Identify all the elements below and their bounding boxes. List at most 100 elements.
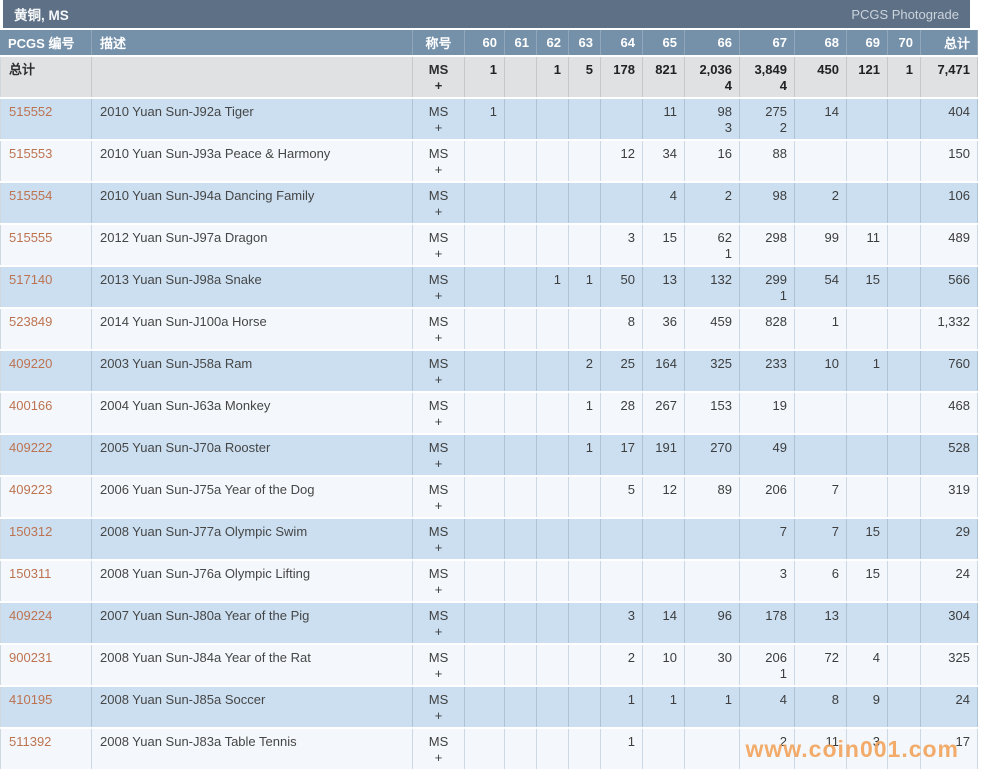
grade-count-cell [505, 729, 537, 769]
grade-count-cell [569, 477, 601, 517]
pcgs-number-link[interactable]: 409223 [9, 482, 53, 497]
pcgs-number-link[interactable]: 150312 [9, 524, 53, 539]
grade-count-cell [888, 183, 921, 223]
table-row: 517140 2013 Yuan Sun-J98a Snake MS +1 1 50 13 1… [0, 267, 978, 307]
grade-count-cell [888, 645, 921, 685]
grade-count-cell [847, 99, 888, 139]
grade-count-cell: 72 [795, 645, 847, 685]
grade-count-cell [643, 519, 685, 559]
grade-count-cell [465, 519, 505, 559]
grade-count-cell: 3 [601, 225, 643, 265]
grade-count-cell [537, 561, 569, 601]
designation-cell: MS + [413, 351, 465, 391]
grade-count-cell [569, 645, 601, 685]
coin-description: 2004 Yuan Sun-J63a Monkey [92, 393, 413, 433]
grade-count-cell [505, 435, 537, 475]
table-row: 511392 2008 Yuan Sun-J83a Table Tennis MS +… [0, 729, 978, 769]
pcgs-number-link[interactable]: 511392 [9, 734, 52, 749]
pcgs-number-link[interactable]: 515552 [9, 104, 53, 119]
pcgs-number-link[interactable]: 409224 [9, 608, 53, 623]
pcgs-number-link[interactable]: 410195 [9, 692, 53, 707]
photograde-link[interactable]: PCGS Photograde [851, 6, 959, 22]
grade-count-cell: 13 [643, 267, 685, 307]
grade-count-cell [465, 729, 505, 769]
grade-count-cell: 1 [537, 267, 569, 307]
grade-count-cell: 88 [740, 141, 795, 181]
grade-count-cell: 7 [740, 519, 795, 559]
table-row: 409220 2003 Yuan Sun-J58a Ram MS + 2 25 164 325… [0, 351, 978, 391]
grade-count-cell [685, 519, 740, 559]
grade-count-cell [888, 477, 921, 517]
pcgs-number-cell: 409222 [0, 435, 92, 475]
pcgs-number-link[interactable]: 515554 [9, 188, 53, 203]
grade-count-cell [569, 183, 601, 223]
coin-description: 2010 Yuan Sun-J94a Dancing Family [92, 183, 413, 223]
grade-count-cell [569, 519, 601, 559]
grade-count-cell: 1 [643, 687, 685, 727]
grade-count-cell: 1 [465, 99, 505, 139]
grade-count-cell [569, 561, 601, 601]
coin-description: 2008 Yuan Sun-J76a Olympic Lifting [92, 561, 413, 601]
grade-count-cell: 13 [795, 603, 847, 643]
grade-count-cell [505, 99, 537, 139]
grade-count-cell: 1 [685, 687, 740, 727]
grade-count-cell [537, 225, 569, 265]
pcgs-number-cell: 900231 [0, 645, 92, 685]
pcgs-number-link[interactable]: 515555 [9, 230, 53, 245]
column-header-row: PCGS 编号 描述 称号 60 61 62 63 64 65 66 67 68 69 70 总计 [0, 30, 978, 55]
designation-cell: MS + [413, 57, 465, 97]
grade-count-cell [888, 99, 921, 139]
grade-count-cell: 4 [740, 687, 795, 727]
row-total-cell: 528 [921, 435, 978, 475]
grade-count-cell [537, 729, 569, 769]
grade-count-cell: 1 [465, 57, 505, 97]
grade-count-cell [643, 729, 685, 769]
pcgs-number-cell: 150311 [0, 561, 92, 601]
grade-count-cell [847, 183, 888, 223]
grade-count-cell [601, 561, 643, 601]
grade-count-cell [643, 561, 685, 601]
grade-count-cell: 36 [643, 309, 685, 349]
grade-count-cell: 5 [601, 477, 643, 517]
grade-count-cell: 3 [847, 729, 888, 769]
grade-count-cell: 178 [601, 57, 643, 97]
table-body: 总计 MS +1 1 5 178 821 2,036 4 3,849 4 450 121 1 7,471 51… [0, 57, 978, 769]
grade-count-cell: 1 [795, 309, 847, 349]
pcgs-number-link[interactable]: 517140 [9, 272, 53, 287]
pcgs-number-link[interactable]: 900231 [9, 650, 53, 665]
total-label: 总计 [0, 57, 92, 97]
grade-count-cell: 98 3 [685, 99, 740, 139]
row-total-cell: 1,332 [921, 309, 978, 349]
column-header-64: 64 [601, 30, 643, 55]
grade-count-cell: 450 [795, 57, 847, 97]
pcgs-number-link[interactable]: 409220 [9, 356, 53, 371]
grade-count-cell: 1 [569, 267, 601, 307]
grade-count-cell: 1 [847, 351, 888, 391]
pcgs-number-link[interactable]: 400166 [9, 398, 53, 413]
coin-description: 2010 Yuan Sun-J92a Tiger [92, 99, 413, 139]
pcgs-number-cell: 515553 [0, 141, 92, 181]
grade-count-cell [465, 645, 505, 685]
grade-count-cell: 11 [795, 729, 847, 769]
grade-count-cell [569, 729, 601, 769]
pcgs-number-link[interactable]: 523849 [9, 314, 53, 329]
grade-count-cell: 8 [795, 687, 847, 727]
pcgs-number-link[interactable]: 515553 [9, 146, 53, 161]
column-header-designation: 称号 [413, 30, 465, 55]
grade-count-cell [465, 141, 505, 181]
pcgs-number-link[interactable]: 409222 [9, 440, 53, 455]
grade-count-cell: 2 [601, 645, 643, 685]
table-row: 150311 2008 Yuan Sun-J76a Olympic Lifting… [0, 561, 978, 601]
column-header-69: 69 [847, 30, 888, 55]
grade-count-cell: 1 [569, 435, 601, 475]
designation-cell: MS + [413, 729, 465, 769]
grade-count-cell [505, 141, 537, 181]
grade-count-cell: 15 [643, 225, 685, 265]
grade-count-cell [537, 687, 569, 727]
grade-count-cell [537, 351, 569, 391]
column-header-63: 63 [569, 30, 601, 55]
grade-count-cell [569, 99, 601, 139]
grade-count-cell: 15 [847, 561, 888, 601]
pcgs-number-link[interactable]: 150311 [9, 566, 52, 581]
row-total-cell: 404 [921, 99, 978, 139]
